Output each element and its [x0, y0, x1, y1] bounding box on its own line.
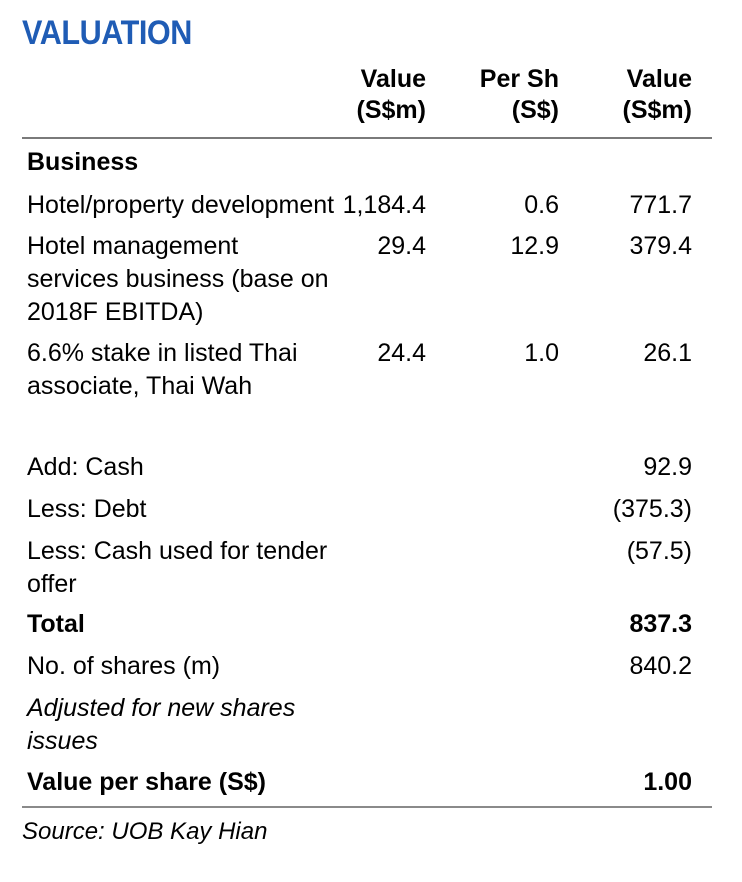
row-label-line: Adjusted for new shares	[27, 694, 296, 722]
row-label-line: issues	[27, 727, 98, 755]
cell-value-2: (375.3)	[612, 495, 692, 523]
cell-value-2: 92.9	[643, 453, 692, 481]
header-per-share: Per Sh (S$)	[480, 64, 559, 126]
header-value-2-line1: Value	[626, 65, 692, 93]
row-label: Less: Debt	[27, 495, 147, 523]
row-label: Add: Cash	[27, 453, 144, 481]
row-label-line: Hotel management	[27, 232, 239, 260]
cell-value-1: 24.4	[377, 339, 426, 367]
row-label-line: 6.6% stake in listed Thai	[27, 339, 298, 367]
row-label: Less: Cash used for tender offer	[27, 535, 327, 601]
footer-divider	[22, 806, 712, 808]
header-value-1-line1: Value	[360, 65, 426, 93]
header-divider	[22, 137, 712, 139]
row-label: Value per share (S$)	[27, 768, 267, 796]
row-label-line: Less: Cash used for tender	[27, 537, 328, 565]
cell-per-share: 12.9	[510, 232, 559, 260]
row-label-line: services business (base on	[27, 265, 329, 293]
row-label: Hotel/property development	[27, 191, 335, 219]
header-value-2: Value (S$m)	[623, 64, 692, 126]
cell-value-1: 29.4	[377, 232, 426, 260]
header-value-1: Value (S$m)	[357, 64, 426, 126]
row-label: Hotel management services business (base…	[27, 230, 329, 329]
source-note: Source: UOB Kay Hian	[22, 818, 268, 845]
cell-value-2: 771.7	[629, 191, 692, 219]
row-label-line: 2018F EBITDA)	[27, 298, 204, 326]
cell-value-2: 379.4	[629, 232, 692, 260]
row-label: Business	[27, 148, 139, 176]
row-label: Total	[27, 610, 85, 638]
cell-per-share: 0.6	[524, 191, 559, 219]
header-per-share-line2: (S$)	[511, 96, 559, 124]
header-value-1-line2: (S$m)	[356, 96, 426, 124]
cell-per-share: 1.0	[524, 339, 559, 367]
cell-value-2: 837.3	[629, 610, 692, 638]
cell-value-1: 1,184.4	[342, 191, 426, 219]
cell-value-2: (57.5)	[626, 537, 692, 565]
table-title: VALUATION	[22, 14, 192, 52]
cell-value-2: 1.00	[643, 768, 692, 796]
header-per-share-line1: Per Sh	[479, 65, 559, 93]
cell-value-2: 840.2	[629, 652, 692, 680]
row-label: Adjusted for new shares issues	[27, 692, 295, 758]
cell-value-2: 26.1	[643, 339, 692, 367]
row-label: 6.6% stake in listed Thai associate, Tha…	[27, 337, 298, 403]
row-label: No. of shares (m)	[27, 652, 221, 680]
header-value-2-line2: (S$m)	[622, 96, 692, 124]
row-label-line: offer	[27, 570, 77, 598]
row-label-line: associate, Thai Wah	[27, 372, 253, 400]
